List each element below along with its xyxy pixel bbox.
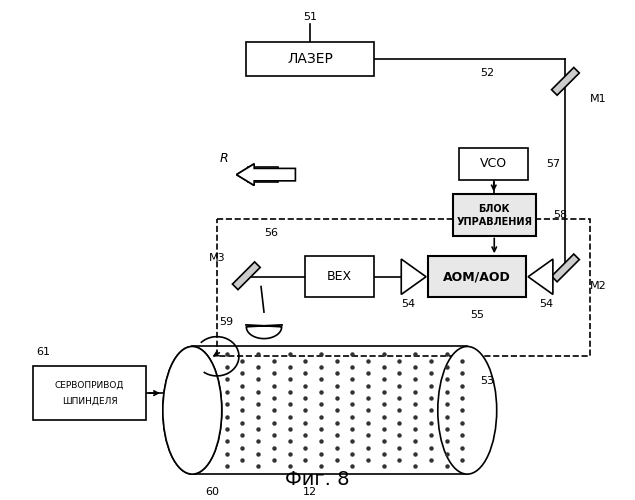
Bar <box>217 219 590 356</box>
Text: 60: 60 <box>205 487 219 497</box>
Text: СЕРВОПРИВОД: СЕРВОПРИВОД <box>55 381 124 390</box>
Text: AOM/AOD: AOM/AOD <box>443 270 511 283</box>
Text: 55: 55 <box>470 310 484 320</box>
Text: M1: M1 <box>590 94 606 104</box>
Text: M3: M3 <box>208 253 225 263</box>
Polygon shape <box>236 164 295 186</box>
Polygon shape <box>236 164 254 186</box>
Polygon shape <box>528 259 553 294</box>
Text: ЛАЗЕР: ЛАЗЕР <box>287 52 333 66</box>
Bar <box>552 254 579 282</box>
Text: BEX: BEX <box>327 270 352 283</box>
Text: M2: M2 <box>590 280 607 290</box>
Ellipse shape <box>163 346 222 474</box>
Text: 52: 52 <box>480 68 494 78</box>
Bar <box>33 366 146 420</box>
Text: 53: 53 <box>480 376 494 386</box>
Text: Фиг. 8: Фиг. 8 <box>284 470 349 488</box>
Polygon shape <box>246 325 282 338</box>
Bar <box>232 262 260 289</box>
Polygon shape <box>401 259 426 294</box>
Text: 54: 54 <box>401 299 415 309</box>
Bar <box>453 194 536 235</box>
Text: БЛОК: БЛОК <box>479 204 510 214</box>
Text: 54: 54 <box>538 299 553 309</box>
Text: 59: 59 <box>220 317 234 327</box>
Text: 56: 56 <box>264 228 278 237</box>
Bar <box>246 42 374 76</box>
Text: 12: 12 <box>303 487 318 497</box>
Ellipse shape <box>163 346 222 474</box>
Text: R: R <box>220 152 229 166</box>
Bar <box>248 168 277 182</box>
Bar <box>305 256 374 298</box>
Ellipse shape <box>438 346 497 474</box>
Text: 58: 58 <box>554 210 568 220</box>
Text: 51: 51 <box>303 12 317 22</box>
Bar <box>552 68 579 95</box>
Bar <box>459 148 528 180</box>
Text: 57: 57 <box>546 159 560 169</box>
Text: VCO: VCO <box>480 158 507 170</box>
Text: УПРАВЛЕНИЯ: УПРАВЛЕНИЯ <box>457 217 532 227</box>
Bar <box>428 256 526 298</box>
Text: ШПИНДЕЛЯ: ШПИНДЕЛЯ <box>62 396 117 406</box>
Text: 61: 61 <box>36 348 50 358</box>
